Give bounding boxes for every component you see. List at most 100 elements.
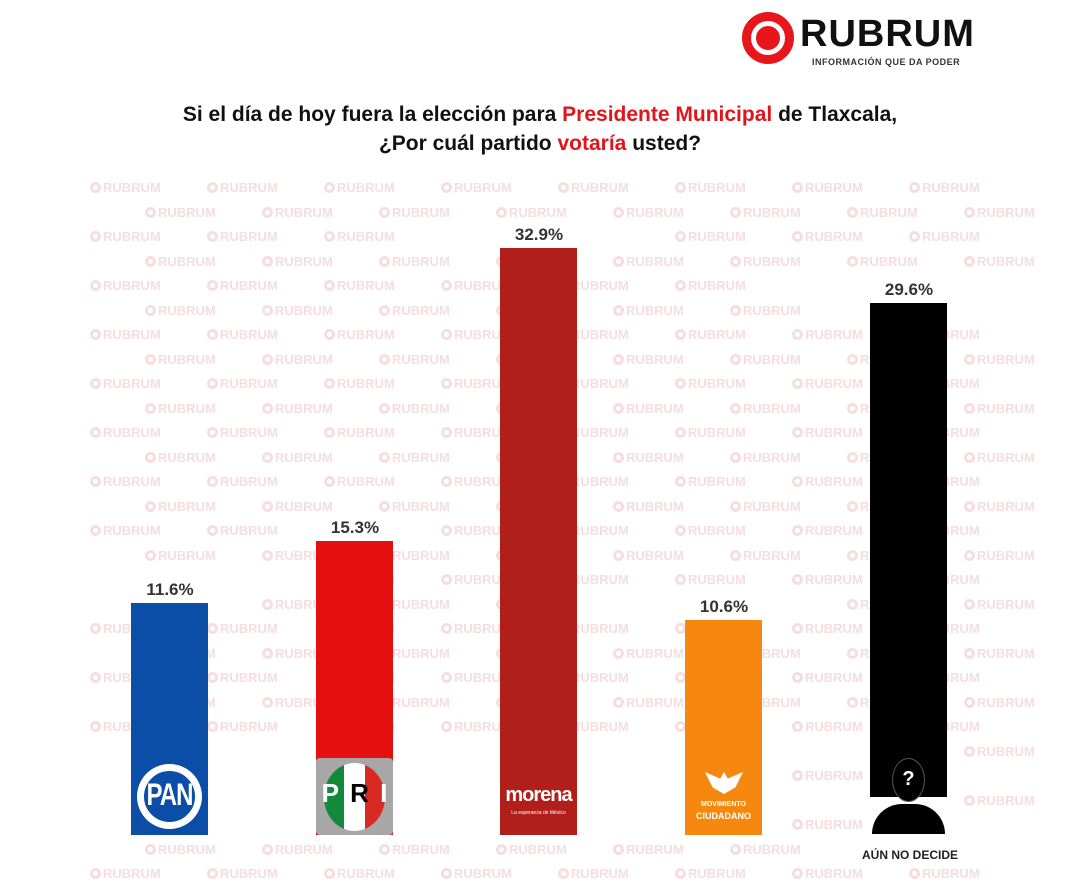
watermark-text: RUBRUM — [792, 621, 863, 636]
watermark-text: RUBRUM — [613, 499, 684, 514]
watermark-text: RUBRUM — [379, 842, 450, 857]
title-text: Si el día de hoy fuera la elección para — [182, 103, 563, 126]
watermark-text: RUBRUM — [909, 229, 980, 244]
watermark-text: RUBRUM — [90, 866, 161, 881]
watermark-text: RUBRUM — [964, 352, 1035, 367]
pri-letter: P — [321, 778, 339, 808]
watermark-text: RUBRUM — [324, 425, 395, 440]
bar-2 — [500, 247, 577, 835]
watermark-text: RUBRUM — [145, 352, 216, 367]
watermark-text: RUBRUM — [262, 352, 333, 367]
watermark-text: RUBRUM — [145, 205, 216, 220]
watermark-text: RUBRUM — [145, 842, 216, 857]
value-label: 11.6% — [146, 580, 194, 600]
movimiento-ciudadano-logo: MOVIMIENTO CIUDADANO — [685, 758, 762, 835]
watermark-text: RUBRUM — [207, 180, 278, 195]
eagle-icon — [705, 772, 743, 794]
watermark-text: RUBRUM — [90, 474, 161, 489]
watermark-text: RUBRUM — [145, 254, 216, 269]
bar-4 — [870, 302, 947, 797]
watermark-text: RUBRUM — [558, 866, 629, 881]
watermark-text: RUBRUM — [909, 180, 980, 195]
morena-slogan: La esperanza de México — [511, 810, 566, 816]
watermark-text: RUBRUM — [90, 229, 161, 244]
watermark-text: RUBRUM — [964, 646, 1035, 661]
watermark-text: RUBRUM — [496, 205, 567, 220]
title-text: de Tlaxcala, — [772, 103, 898, 126]
watermark-text: RUBRUM — [675, 278, 746, 293]
watermark-text: RUBRUM — [207, 278, 278, 293]
morena-logo-text: morena — [505, 784, 572, 806]
watermark-text: RUBRUM — [792, 180, 863, 195]
watermark-text: RUBRUM — [145, 303, 216, 318]
watermark-text: RUBRUM — [792, 817, 863, 832]
watermark-text: RUBRUM — [964, 548, 1035, 563]
watermark-text: RUBRUM — [792, 572, 863, 587]
title-text: ¿Por cuál partido — [378, 132, 558, 155]
watermark-text: RUBRUM — [792, 719, 863, 734]
watermark-text: RUBRUM — [909, 866, 980, 881]
watermark-text: RUBRUM — [675, 229, 746, 244]
watermark-text: RUBRUM — [792, 866, 863, 881]
watermark-text: RUBRUM — [613, 842, 684, 857]
watermark-text: RUBRUM — [964, 793, 1035, 808]
watermark-text: RUBRUM — [441, 866, 512, 881]
watermark-text: RUBRUM — [730, 352, 801, 367]
undecided-label: AÚN NO DECIDE — [861, 848, 958, 862]
watermark-text: RUBRUM — [792, 425, 863, 440]
mc-logo-text: CIUDADANO — [696, 811, 751, 821]
chart-title: Si el día de hoy fuera la elección para … — [0, 100, 1080, 158]
watermark-text: RUBRUM — [324, 866, 395, 881]
watermark-text: RUBRUM — [207, 327, 278, 342]
watermark-text: RUBRUM — [675, 327, 746, 342]
watermark-text: RUBRUM — [613, 548, 684, 563]
watermark-text: RUBRUM — [379, 450, 450, 465]
watermark-text: RUBRUM — [262, 842, 333, 857]
watermark-text: RUBRUM — [207, 474, 278, 489]
watermark-text: RUBRUM — [262, 499, 333, 514]
title-highlight: Presidente Municipal — [562, 103, 773, 126]
watermark-text: RUBRUM — [379, 499, 450, 514]
watermark-text: RUBRUM — [207, 523, 278, 538]
watermark-text: RUBRUM — [964, 401, 1035, 416]
watermark-text: RUBRUM — [613, 646, 684, 661]
watermark-text: RUBRUM — [675, 572, 746, 587]
target-icon — [742, 12, 794, 64]
watermark-text: RUBRUM — [730, 401, 801, 416]
watermark-text: RUBRUM — [324, 327, 395, 342]
watermark-text: RUBRUM — [730, 548, 801, 563]
pan-logo: PAN — [131, 758, 208, 835]
watermark-text: RUBRUM — [964, 744, 1035, 759]
logo-tagline: INFORMACIÓN QUE DA PODER — [812, 57, 961, 67]
watermark-text: RUBRUM — [964, 450, 1035, 465]
morena-logo: morena La esperanza de México — [500, 758, 577, 835]
watermark-text: RUBRUM — [613, 303, 684, 318]
watermark-text: RUBRUM — [207, 229, 278, 244]
watermark-text: RUBRUM — [675, 425, 746, 440]
watermark-text: RUBRUM — [730, 254, 801, 269]
watermark-text: RUBRUM — [145, 499, 216, 514]
watermark-text: RUBRUM — [145, 401, 216, 416]
watermark-text: RUBRUM — [324, 180, 395, 195]
target-dot — [756, 26, 780, 50]
watermark-text: RUBRUM — [207, 425, 278, 440]
watermark-text: RUBRUM — [613, 695, 684, 710]
watermark-text: RUBRUM — [847, 254, 918, 269]
watermark-text: RUBRUM — [613, 352, 684, 367]
title-highlight: votaría — [557, 132, 627, 155]
value-label: 15.3% — [330, 518, 380, 538]
rubrum-logo: RUBRUM INFORMACIÓN QUE DA PODER — [740, 10, 1010, 74]
logo-name: RUBRUM — [800, 13, 975, 55]
watermark-text: RUBRUM — [207, 670, 278, 685]
pri-letter: R — [350, 778, 369, 808]
mc-logo-text: MOVIMIENTO — [701, 801, 746, 808]
watermark-text: RUBRUM — [379, 205, 450, 220]
watermark-text: RUBRUM — [262, 450, 333, 465]
value-label: 29.6% — [884, 279, 934, 299]
watermark-text: RUBRUM — [262, 401, 333, 416]
watermark-text: RUBRUM — [558, 180, 629, 195]
watermark-text: RUBRUM — [379, 352, 450, 367]
watermark-text: RUBRUM — [675, 376, 746, 391]
watermark-text: RUBRUM — [324, 474, 395, 489]
